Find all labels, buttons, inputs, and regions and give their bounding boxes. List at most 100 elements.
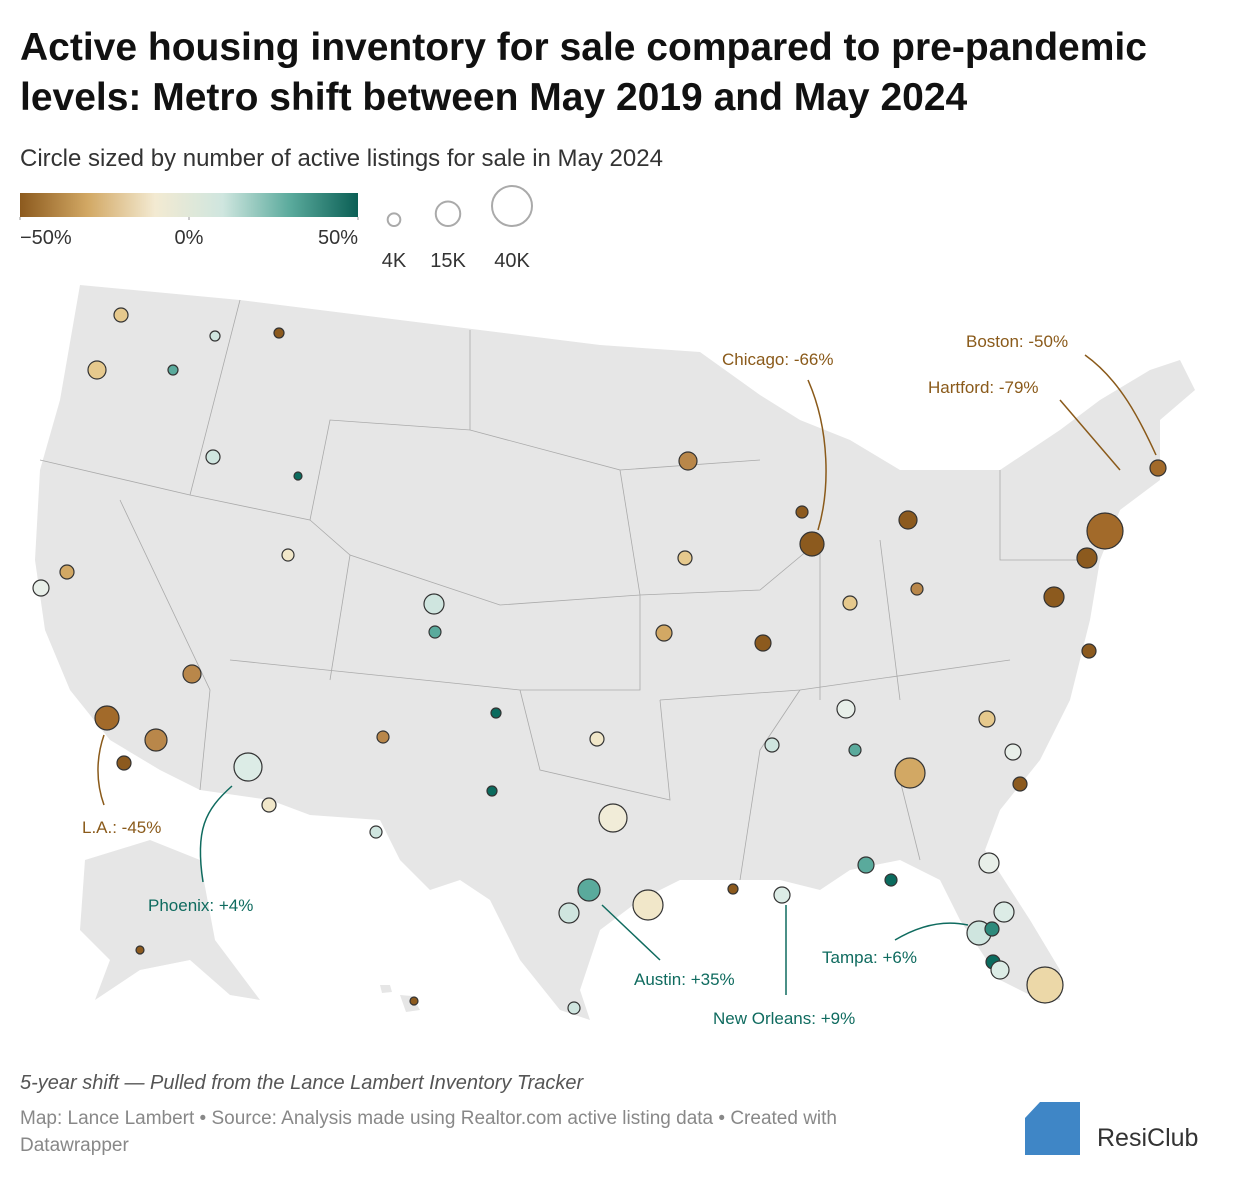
metro-bubble bbox=[589, 731, 605, 747]
metro-bubble bbox=[857, 856, 875, 874]
metro-bubble bbox=[87, 360, 107, 380]
size-key bbox=[434, 200, 462, 227]
metro-bubble bbox=[1081, 643, 1097, 659]
metro-bubble bbox=[281, 548, 295, 562]
metro-bubble bbox=[376, 730, 390, 744]
metro-bubble bbox=[799, 531, 825, 557]
annotation: Tampa: +6% bbox=[822, 948, 917, 967]
metro-bubble bbox=[167, 364, 179, 376]
metro-bubble bbox=[655, 624, 673, 642]
color-scale bbox=[20, 193, 358, 217]
metro-bubble bbox=[1076, 547, 1098, 569]
footnote: 5-year shift — Pulled from the Lance Lam… bbox=[20, 1072, 585, 1094]
metro-bubble bbox=[144, 728, 168, 752]
metro-bubble bbox=[59, 564, 75, 580]
metro-bubble bbox=[632, 889, 664, 921]
source: Map: Lance Lambert • Source: Analysis ma… bbox=[20, 1108, 837, 1129]
metro-bubble bbox=[894, 757, 926, 789]
arrow bbox=[807, 379, 827, 531]
annotation: Hartford: -79% bbox=[928, 378, 1039, 397]
metro-bubble bbox=[293, 471, 303, 481]
metro-bubble bbox=[577, 878, 601, 902]
annotation: Chicago: -66% bbox=[722, 350, 834, 369]
metro-bubble bbox=[836, 699, 856, 719]
metro-bubble bbox=[135, 945, 145, 955]
metro-bubble bbox=[727, 883, 739, 895]
metro-bubble bbox=[677, 550, 693, 566]
metro-bubble bbox=[32, 579, 50, 597]
metro-bubble bbox=[842, 595, 858, 611]
metro-bubble bbox=[261, 797, 277, 813]
metro-bubble bbox=[209, 330, 221, 342]
annotation: Phoenix: +4% bbox=[148, 896, 253, 915]
us-map bbox=[35, 285, 1195, 1020]
metro-bubble bbox=[773, 886, 791, 904]
metro-bubble bbox=[898, 510, 918, 530]
metro-bubble bbox=[409, 996, 419, 1006]
size-key-label: 15K bbox=[430, 250, 466, 272]
arrow bbox=[894, 922, 969, 941]
color-tick-label: −50% bbox=[20, 227, 72, 249]
metro-bubble bbox=[764, 737, 780, 753]
title: levels: Metro shift between May 2019 and… bbox=[20, 76, 968, 119]
annotation-arrows bbox=[97, 354, 1157, 995]
subtitle: Circle sized by number of active listing… bbox=[20, 145, 663, 172]
logo: ResiClub bbox=[1025, 1102, 1198, 1155]
alaska bbox=[80, 840, 260, 1000]
metro-bubble bbox=[1043, 586, 1065, 608]
metro-bubble bbox=[1004, 743, 1022, 761]
arrow bbox=[1059, 399, 1121, 471]
metro-bubble bbox=[428, 625, 442, 639]
logo-text: ResiClub bbox=[1097, 1124, 1198, 1152]
metro-bubble bbox=[205, 449, 221, 465]
hawaii bbox=[380, 985, 420, 1012]
annotation: Boston: -50% bbox=[966, 332, 1068, 351]
metro-bubble bbox=[233, 752, 263, 782]
size-key bbox=[491, 185, 533, 227]
arrow bbox=[199, 785, 233, 883]
size-key-label: 4K bbox=[382, 250, 407, 272]
metro-bubble bbox=[273, 327, 285, 339]
source: Datawrapper bbox=[20, 1135, 129, 1156]
metro-bubble bbox=[369, 825, 383, 839]
metro-bubble bbox=[1086, 512, 1124, 550]
metro-bubble bbox=[795, 505, 809, 519]
metro-bubble bbox=[558, 902, 580, 924]
state-borders bbox=[39, 299, 1090, 881]
metro-bubble bbox=[1026, 966, 1064, 1004]
title: Active housing inventory for sale compar… bbox=[20, 26, 1147, 69]
metro-bubble bbox=[1012, 776, 1028, 792]
metro-bubble bbox=[567, 1001, 581, 1015]
metro-bubble bbox=[993, 901, 1015, 923]
color-tick-label: 50% bbox=[318, 227, 358, 249]
metro-bubble bbox=[486, 785, 498, 797]
metro-bubbles bbox=[32, 307, 1167, 1015]
annotation: L.A.: -45% bbox=[82, 818, 161, 837]
metro-bubble bbox=[984, 921, 1000, 937]
metro-bubble bbox=[490, 707, 502, 719]
metro-bubble bbox=[990, 960, 1010, 980]
legend: −50% 0% 50% 4K 15K 40K bbox=[19, 185, 533, 272]
metro-bubble bbox=[754, 634, 772, 652]
color-tick-label: 0% bbox=[175, 227, 204, 249]
annotation: Austin: +35% bbox=[634, 970, 735, 989]
metro-bubble bbox=[678, 451, 698, 471]
arrow bbox=[1084, 354, 1157, 456]
metro-bubble bbox=[1149, 459, 1167, 477]
arrow bbox=[601, 904, 661, 961]
metro-bubble bbox=[113, 307, 129, 323]
metro-bubble bbox=[598, 803, 628, 833]
metro-bubble bbox=[848, 743, 862, 757]
size-key-label: 40K bbox=[494, 250, 530, 272]
arrow bbox=[97, 734, 105, 806]
metro-bubble bbox=[884, 873, 898, 887]
metro-bubble bbox=[423, 593, 445, 615]
metro-bubble bbox=[978, 710, 996, 728]
metro-bubble bbox=[116, 755, 132, 771]
metro-bubble bbox=[182, 664, 202, 684]
logo-mark bbox=[1025, 1102, 1080, 1155]
metro-bubble bbox=[910, 582, 924, 596]
size-key bbox=[386, 212, 402, 228]
map bbox=[35, 285, 1195, 1020]
